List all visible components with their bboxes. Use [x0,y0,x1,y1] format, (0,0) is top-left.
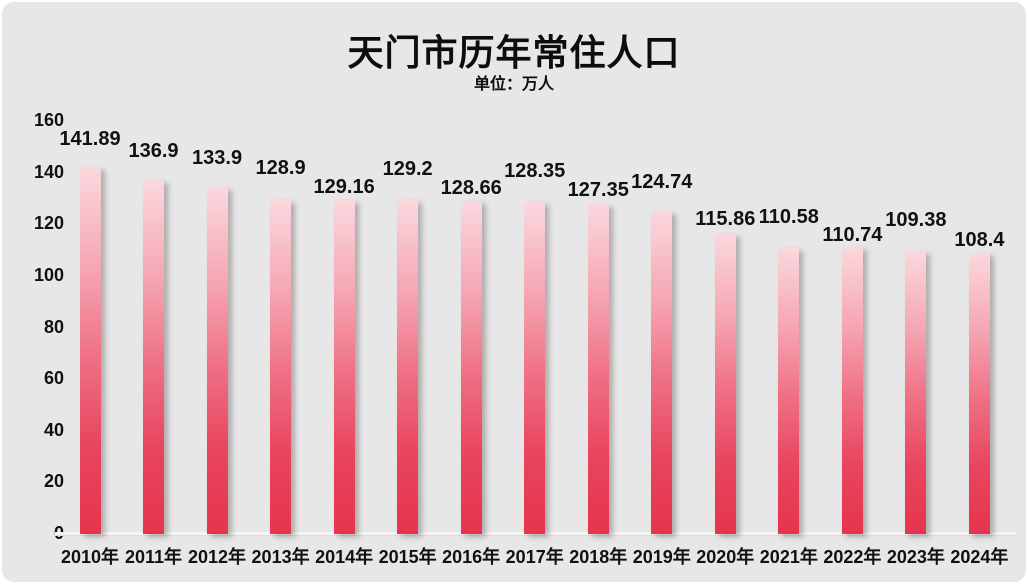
x-tick-label: 2018年 [569,547,628,567]
bar [206,187,228,534]
x-tick-label: 2024年 [950,547,1009,567]
bar [714,233,736,534]
bar-value-label: 129.2 [382,157,433,180]
y-tick-label: 140 [33,161,64,182]
bar-value-label: 128.66 [440,176,502,199]
bar [79,166,101,534]
y-tick-label: 160 [33,110,64,130]
x-tick-label: 2021年 [759,547,818,567]
x-tick-label: 2022年 [823,547,882,567]
x-tick-label: 2012年 [188,547,247,567]
bar-value-label: 128.35 [504,159,566,182]
bar-value-label: 124.74 [631,171,693,193]
chart-subtitle: 单位：万人 [473,76,554,93]
bar-value-label: 110.58 [758,205,819,228]
bar-value-label: 128.9 [255,157,306,180]
bar [270,200,292,534]
chart-title: 天门市历年常住人口 [347,32,681,73]
bar-value-label: 109.38 [885,208,947,231]
bar-value-label: 110.74 [822,224,883,247]
x-tick-label: 2020年 [696,547,755,567]
bar [143,179,165,534]
bar [333,199,355,534]
bar-value-label: 108.4 [954,229,1005,252]
bar [587,204,609,534]
y-tick-label: 20 [43,471,64,492]
x-tick-label: 2016年 [442,547,501,567]
y-tick-label: 80 [43,316,64,337]
x-axis-line [55,532,1015,536]
y-tick-label: 120 [33,213,64,234]
x-tick-label: 2010年 [60,547,120,567]
x-tick-label: 2019年 [632,547,691,567]
y-tick-label: 100 [33,264,64,285]
x-tick-label: 2013年 [251,547,310,567]
x-tick-label: 2015年 [378,547,437,567]
x-tick-label: 2023年 [886,547,945,567]
x-tick-label: 2011年 [124,547,183,567]
bar [460,200,482,534]
bar [397,199,419,534]
y-tick-label: 40 [43,419,64,440]
bar-value-label: 133.9 [192,147,243,170]
bar [524,201,546,534]
bar [968,253,990,534]
bar-value-label: 141.89 [59,127,121,150]
bar-value-label: 127.35 [567,179,629,202]
bar-value-label: 136.9 [128,139,179,162]
bar [841,247,863,534]
bar-value-label: 129.16 [313,175,375,198]
x-tick-label: 2017年 [505,547,564,567]
bar-value-label: 115.86 [695,207,756,230]
y-tick-label: 60 [43,368,64,389]
bar [905,250,927,534]
bar [651,211,673,534]
x-tick-label: 2014年 [315,547,374,567]
bar [778,247,800,534]
